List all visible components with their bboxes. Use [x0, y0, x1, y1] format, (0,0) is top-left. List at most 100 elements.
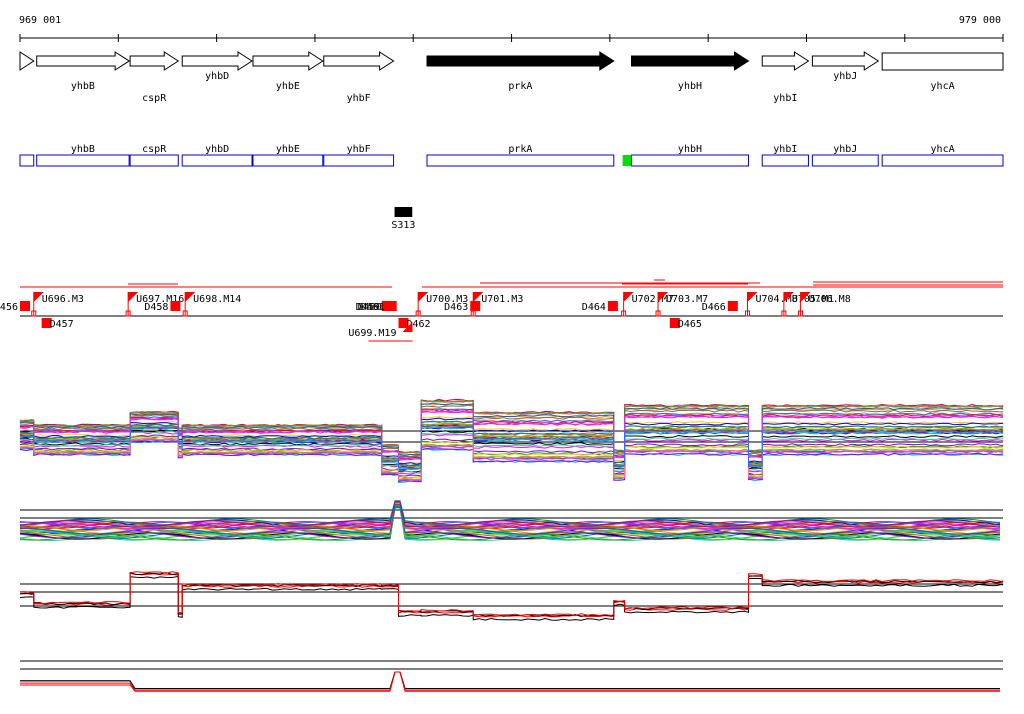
feature-up-flag	[33, 292, 44, 302]
gene-arrow	[36, 51, 131, 71]
gene-box-label: prkA	[508, 144, 532, 155]
gene-box	[426, 154, 615, 167]
feature-up-label: U696.M3	[42, 294, 84, 305]
feature-up-flag	[747, 292, 758, 302]
feature-down-box	[727, 301, 738, 311]
feature-down-label: D461	[361, 302, 385, 313]
gene-label: prkA	[508, 81, 532, 92]
panel2-series	[19, 501, 1001, 529]
gene-label: cspR	[142, 93, 167, 104]
gene-label: yhbB	[71, 81, 95, 92]
feature-up-base	[31, 310, 37, 317]
feature-up-label: U701.M3	[481, 294, 523, 305]
gene-box-label: yhbH	[678, 144, 702, 155]
gene-arrow	[181, 51, 253, 71]
feature-up-flag	[185, 292, 196, 302]
panel2-series	[19, 501, 1001, 528]
gene-arrow	[252, 51, 324, 71]
gene-arrow	[323, 51, 395, 71]
gene-arrow-track: yhbB cspR yhbD yhbE yhbF prkA yhbH yhbI yhbJ yhcA	[19, 51, 1004, 104]
gene-arrow	[19, 51, 35, 71]
feature-up-label: U705.M1	[792, 294, 834, 305]
gene-box-label: cspR	[142, 144, 167, 155]
expression-panel-1	[19, 398, 1004, 484]
gene-arrow	[630, 51, 750, 71]
expression-panel-3	[19, 571, 1004, 621]
gene-box-label: yhbB	[71, 144, 95, 155]
feature-down-label: D459	[356, 302, 380, 313]
gene-box	[761, 154, 809, 167]
gene-label: yhbF	[347, 93, 371, 104]
panel2-series	[20, 504, 1001, 535]
panel4-series	[20, 671, 1000, 689]
feature-up-base	[655, 310, 661, 317]
site-marker-label: S313	[391, 220, 415, 231]
feature-other-label: U699.M19	[348, 328, 396, 339]
feature-down-label: D463	[444, 302, 468, 313]
panel1-series	[19, 402, 1004, 456]
feature-up-flag	[658, 292, 669, 302]
feature-up-label: U703.M7	[666, 294, 708, 305]
feature-down-label: D465	[678, 319, 702, 330]
panel4-series	[20, 671, 1000, 692]
panel2-series	[19, 507, 1001, 541]
gene-box	[129, 154, 179, 167]
expression-panel-2	[19, 500, 1003, 542]
gene-box	[36, 154, 130, 167]
feature-down-box	[170, 301, 181, 311]
gene-box	[881, 154, 1004, 167]
shaded-region	[622, 155, 632, 166]
panel1-series	[20, 404, 1004, 458]
feature-up-label: U700.M3	[426, 294, 468, 305]
gene-label: yhbE	[276, 81, 300, 92]
feature-up-flag	[783, 292, 794, 302]
gene-arrow	[811, 51, 880, 71]
feature-down-box	[41, 318, 52, 328]
feature-up-base	[621, 310, 627, 317]
panel1-series	[19, 399, 1004, 454]
feature-up-flag	[128, 292, 139, 302]
panel4-series	[20, 671, 1000, 691]
feature-up-base	[415, 310, 421, 317]
panel2-series	[19, 505, 1001, 536]
gene-box	[811, 154, 879, 167]
feature-down-label: D460	[358, 302, 382, 313]
expression-panel-4	[20, 660, 1003, 692]
gene-box	[19, 154, 35, 167]
panel3-series	[20, 571, 1004, 617]
feature-up-label: U698.M14	[193, 294, 241, 305]
feature-down-label: D457	[50, 319, 74, 330]
feature-other-flag	[402, 322, 413, 332]
panel1-series	[19, 410, 1004, 460]
feature-down-box	[607, 301, 618, 311]
gene-box-track: yhbB cspR yhbD yhbE yhbF prkA yhbH yhbI yhbJ yhcA	[19, 144, 1004, 167]
panel2-series	[19, 500, 1001, 526]
ruler-ticks	[19, 34, 1004, 42]
feature-down-box	[669, 318, 680, 328]
feature-down-label: D466	[702, 302, 726, 313]
feature-up-flag	[418, 292, 429, 302]
feature-up-label: U704.M8	[755, 294, 797, 305]
panel3-series	[19, 575, 1004, 621]
feature-up-base	[744, 310, 750, 317]
ruler-end-label: 979 000	[959, 15, 1001, 26]
feature-up-flag	[473, 292, 484, 302]
gene-label: yhbJ	[833, 71, 857, 82]
gene-arrow	[426, 51, 615, 71]
gene-box-label: yhbI	[773, 144, 797, 155]
gene-label: yhcA	[931, 81, 955, 92]
feature-down-label: D464	[582, 302, 606, 313]
feature-down-box	[470, 301, 481, 311]
gene-label: yhbD	[205, 71, 229, 82]
feature-up-flag	[800, 292, 811, 302]
feature-up-base	[125, 310, 131, 317]
feature-down-box	[398, 318, 409, 328]
gene-box	[181, 154, 253, 167]
gene-box	[252, 154, 324, 167]
feature-down-label: D456	[0, 302, 18, 313]
gene-arrow	[761, 51, 810, 71]
gene-arrow	[881, 52, 1004, 71]
feature-up-base	[798, 310, 804, 317]
gene-label: yhbI	[773, 93, 797, 104]
